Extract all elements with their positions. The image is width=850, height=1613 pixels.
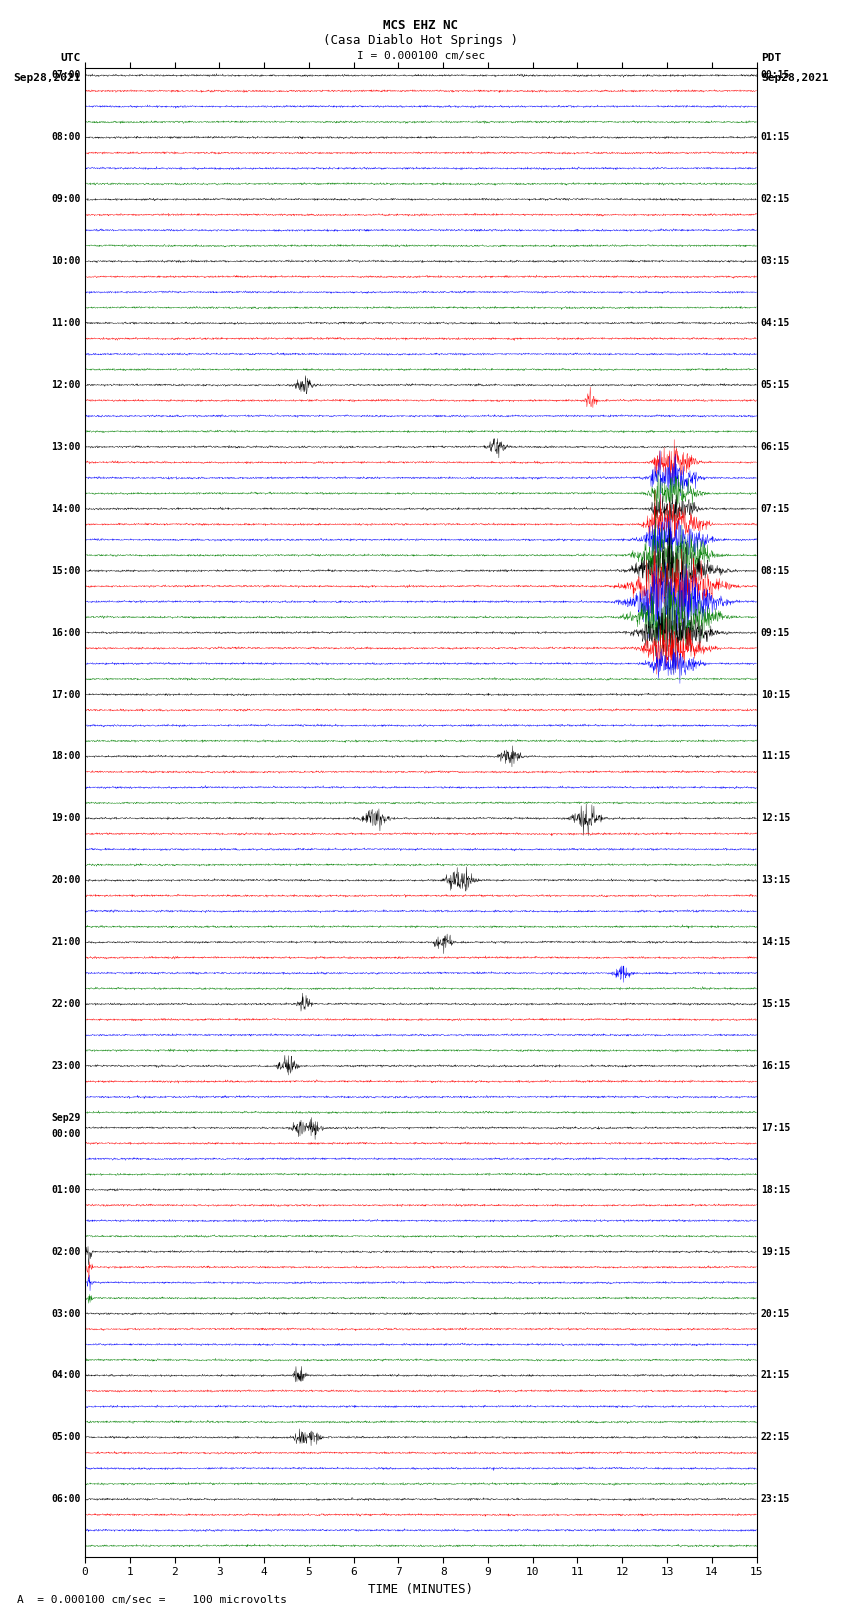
- Text: 06:15: 06:15: [761, 442, 790, 452]
- Text: 13:00: 13:00: [51, 442, 81, 452]
- Text: 07:15: 07:15: [761, 503, 790, 515]
- Text: 01:15: 01:15: [761, 132, 790, 142]
- Text: 03:00: 03:00: [51, 1308, 81, 1318]
- Text: 05:15: 05:15: [761, 381, 790, 390]
- Text: Sep28,2021: Sep28,2021: [14, 73, 81, 82]
- Text: (Casa Diablo Hot Springs ): (Casa Diablo Hot Springs ): [323, 34, 518, 47]
- Text: 09:00: 09:00: [51, 194, 81, 205]
- Text: Sep29: Sep29: [51, 1113, 81, 1123]
- Text: 02:15: 02:15: [761, 194, 790, 205]
- Text: 10:15: 10:15: [761, 689, 790, 700]
- Text: Sep28,2021: Sep28,2021: [761, 73, 828, 82]
- Text: 11:00: 11:00: [51, 318, 81, 327]
- Text: 09:15: 09:15: [761, 627, 790, 637]
- Text: 20:15: 20:15: [761, 1308, 790, 1318]
- Text: 21:00: 21:00: [51, 937, 81, 947]
- Text: 15:00: 15:00: [51, 566, 81, 576]
- Text: 06:00: 06:00: [51, 1494, 81, 1505]
- Text: 00:00: 00:00: [51, 1129, 81, 1139]
- Text: 10:00: 10:00: [51, 256, 81, 266]
- Text: 00:15: 00:15: [761, 71, 790, 81]
- Text: 18:00: 18:00: [51, 752, 81, 761]
- Text: 17:15: 17:15: [761, 1123, 790, 1132]
- Text: I = 0.000100 cm/sec: I = 0.000100 cm/sec: [357, 52, 484, 61]
- Text: 08:00: 08:00: [51, 132, 81, 142]
- Text: 16:15: 16:15: [761, 1061, 790, 1071]
- Text: 21:15: 21:15: [761, 1371, 790, 1381]
- Text: 16:00: 16:00: [51, 627, 81, 637]
- Text: 11:15: 11:15: [761, 752, 790, 761]
- Text: 04:00: 04:00: [51, 1371, 81, 1381]
- Text: PDT: PDT: [761, 53, 781, 63]
- Text: 12:15: 12:15: [761, 813, 790, 823]
- Text: 07:00: 07:00: [51, 71, 81, 81]
- Text: 19:00: 19:00: [51, 813, 81, 823]
- Text: 03:15: 03:15: [761, 256, 790, 266]
- Text: 04:15: 04:15: [761, 318, 790, 327]
- Text: 14:15: 14:15: [761, 937, 790, 947]
- Text: MCS EHZ NC: MCS EHZ NC: [383, 19, 458, 32]
- Text: 23:00: 23:00: [51, 1061, 81, 1071]
- Text: 14:00: 14:00: [51, 503, 81, 515]
- Text: 12:00: 12:00: [51, 381, 81, 390]
- Text: 02:00: 02:00: [51, 1247, 81, 1257]
- Text: A  = 0.000100 cm/sec =    100 microvolts: A = 0.000100 cm/sec = 100 microvolts: [17, 1595, 287, 1605]
- Text: 18:15: 18:15: [761, 1186, 790, 1195]
- Text: 15:15: 15:15: [761, 998, 790, 1010]
- Text: 01:00: 01:00: [51, 1186, 81, 1195]
- X-axis label: TIME (MINUTES): TIME (MINUTES): [368, 1582, 473, 1595]
- Text: UTC: UTC: [60, 53, 81, 63]
- Text: 23:15: 23:15: [761, 1494, 790, 1505]
- Text: 13:15: 13:15: [761, 876, 790, 886]
- Text: 20:00: 20:00: [51, 876, 81, 886]
- Text: 22:00: 22:00: [51, 998, 81, 1010]
- Text: 05:00: 05:00: [51, 1432, 81, 1442]
- Text: 22:15: 22:15: [761, 1432, 790, 1442]
- Text: 17:00: 17:00: [51, 689, 81, 700]
- Text: 19:15: 19:15: [761, 1247, 790, 1257]
- Text: 08:15: 08:15: [761, 566, 790, 576]
